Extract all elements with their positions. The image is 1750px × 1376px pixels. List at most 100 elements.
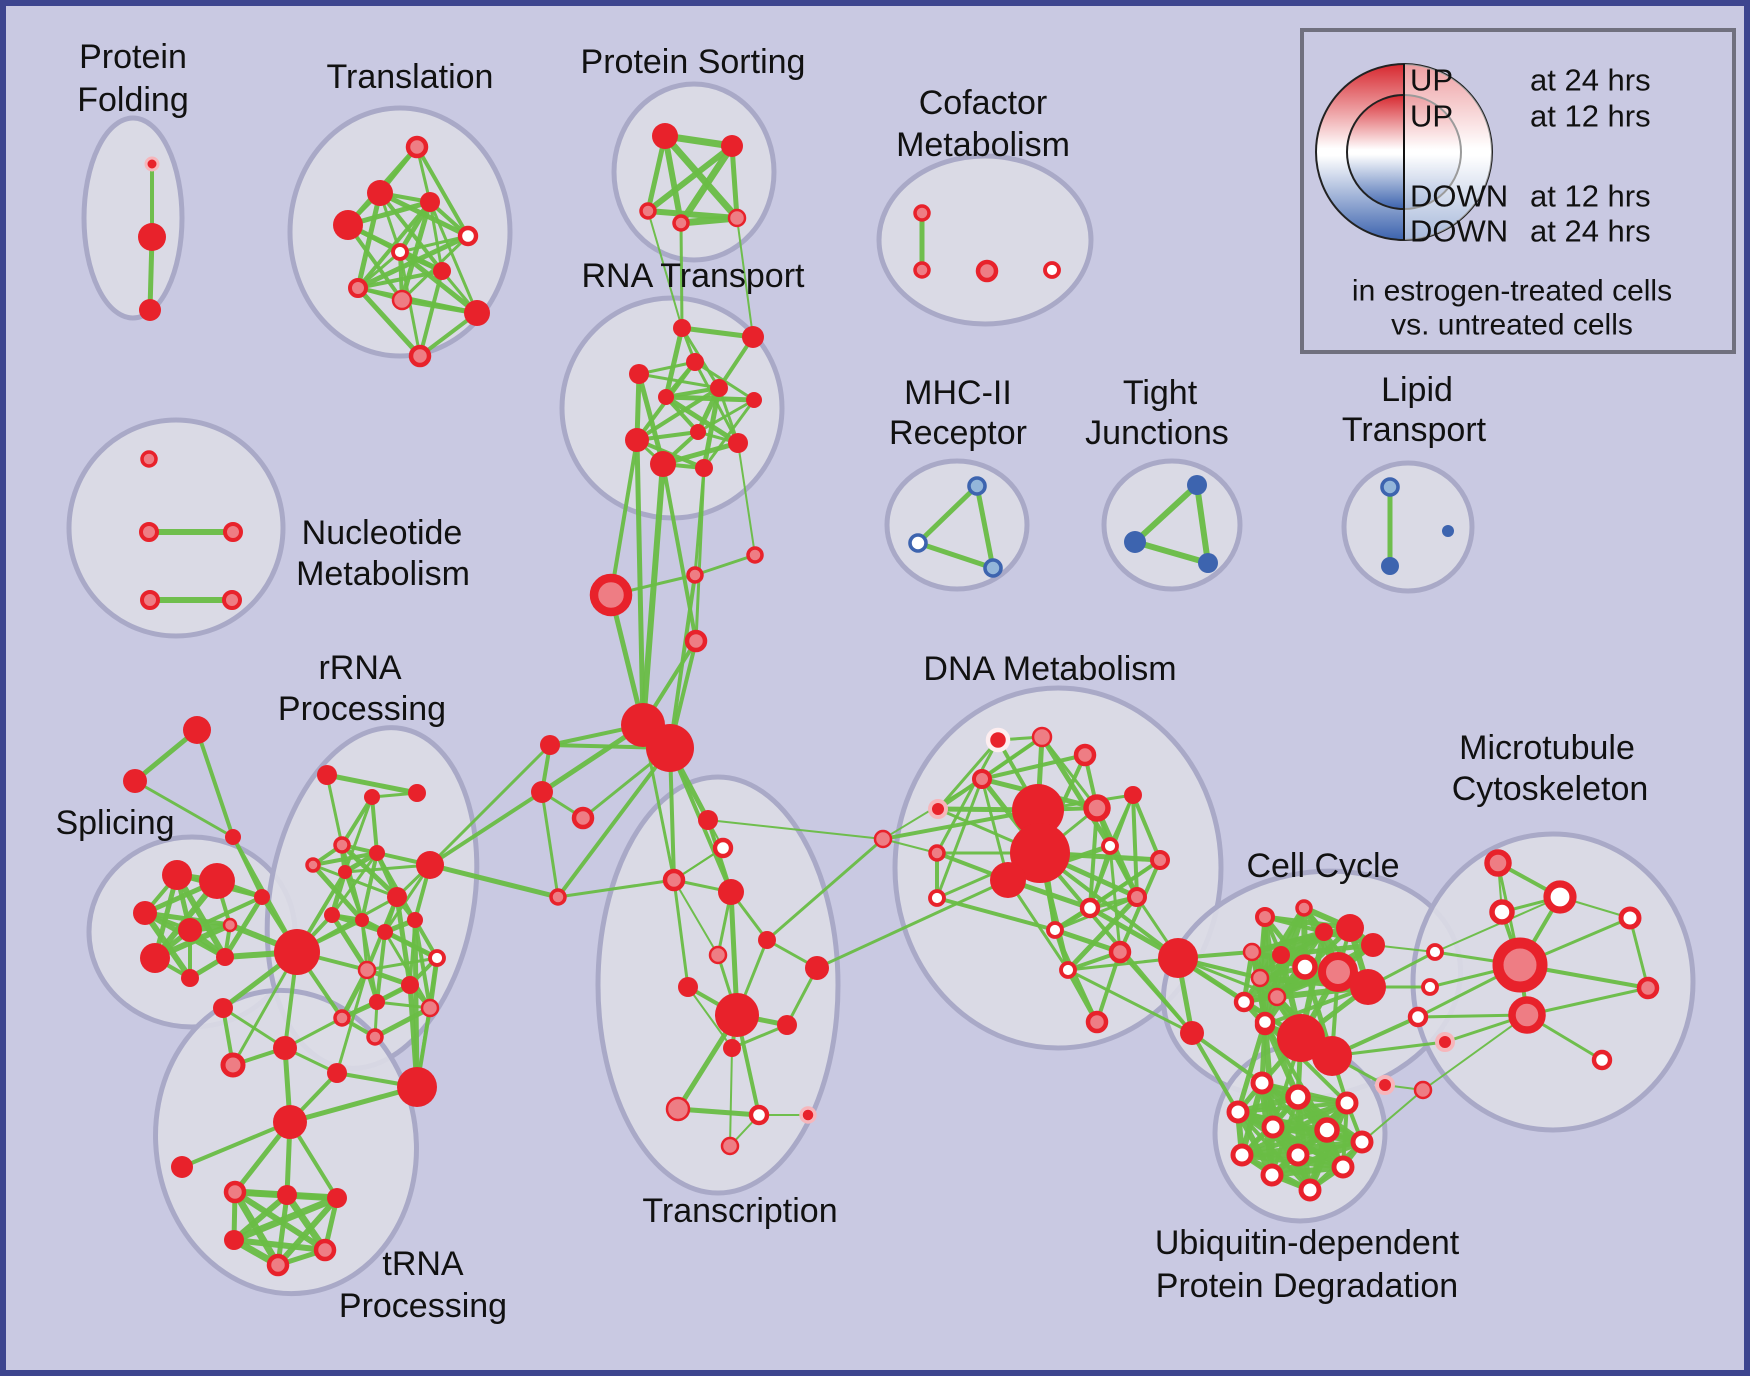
node-cf3: [975, 259, 999, 283]
node-rt2: [742, 326, 764, 348]
edge: [1263, 985, 1370, 1027]
edge: [383, 930, 439, 960]
edge: [645, 143, 735, 214]
node-mt1: [1484, 849, 1512, 877]
legend-direction-1: UP: [1410, 99, 1453, 134]
edge: [356, 269, 444, 290]
edge: [936, 738, 1000, 811]
cluster-ellipse-protein-folding: [81, 115, 185, 321]
node-rt9: [690, 424, 706, 440]
edge: [287, 1084, 420, 1125]
edge: [1190, 1031, 1264, 1085]
node-rt10: [728, 433, 748, 453]
edge: [346, 223, 404, 302]
edge: [1131, 793, 1162, 862]
node-rt6: [710, 379, 728, 397]
cluster-label-ubiquitin-degradation: Protein Degradation: [1156, 1267, 1458, 1305]
node-f3: [225, 829, 241, 845]
node-x3: [662, 868, 686, 892]
cluster-label-microtubule-cytoskeleton: Cytoskeleton: [1452, 770, 1649, 808]
node-bp3: [1413, 1080, 1433, 1100]
node-cc2: [1295, 899, 1313, 917]
node-d22: [1085, 1010, 1109, 1034]
node-tr3: [273, 1036, 297, 1060]
node-r18: [369, 994, 385, 1010]
node-ch3: [589, 573, 633, 617]
node-mt6: [1618, 906, 1642, 930]
node-mt7: [1636, 976, 1660, 1000]
edge: [365, 956, 439, 972]
node-r3: [408, 784, 426, 802]
node-d15: [1079, 897, 1101, 919]
node-rt11: [650, 451, 676, 477]
node-n4: [140, 590, 160, 610]
node-t11: [408, 344, 432, 368]
edge: [556, 878, 676, 899]
labels-layer: Protein Folding Translation Protein Sorting…: [55, 38, 1648, 1325]
cluster-label-nucleotide-metabolism: Nucleotide: [302, 514, 463, 552]
node-t4: [420, 192, 440, 212]
node-s10: [274, 929, 320, 975]
node-rt1: [673, 319, 691, 337]
node-x1: [698, 810, 718, 830]
node-n1: [140, 450, 158, 468]
edge: [694, 466, 706, 643]
edge: [311, 851, 379, 867]
node-t7: [433, 262, 451, 280]
node-d20: [1158, 938, 1198, 978]
legend-direction-3: DOWN: [1410, 214, 1508, 249]
edge: [370, 795, 379, 855]
node-cc6: [1272, 946, 1290, 964]
node-t1: [405, 135, 429, 159]
node-c2: [646, 724, 694, 772]
node-cc4: [1336, 914, 1364, 942]
edge: [677, 214, 741, 227]
edge: [372, 1005, 433, 1040]
edge: [672, 878, 690, 989]
edge: [974, 483, 996, 571]
node-x10: [777, 1015, 797, 1035]
node-cc8: [1361, 933, 1385, 957]
node-tr8: [223, 1180, 247, 1204]
cluster-label-rna-transport: RNA Transport: [582, 257, 806, 295]
node-tj3: [1198, 553, 1218, 573]
cluster-label-trna-processing: tRNA: [382, 1245, 464, 1283]
node-cf2: [913, 261, 931, 279]
edge: [221, 1006, 287, 1050]
edge: [707, 819, 884, 840]
cluster-label-dna-metabolism: DNA Metabolism: [923, 650, 1176, 688]
node-r12: [377, 924, 393, 940]
node-x5: [708, 945, 728, 965]
node-t2: [367, 180, 393, 206]
cluster-label-rrna-processing: rRNA: [318, 649, 401, 687]
edge: [335, 968, 369, 1075]
node-lp2: [1442, 525, 1454, 537]
node-t10: [464, 300, 490, 326]
edge: [1039, 734, 1113, 849]
node-mt3: [1489, 899, 1515, 925]
edge: [634, 437, 646, 728]
cluster-label-tight-junctions: Junctions: [1085, 414, 1229, 452]
node-ps1: [652, 123, 678, 149]
node-tr12: [313, 1238, 337, 1262]
node-lp3: [1381, 557, 1399, 575]
cluster-ellipse-cofactor-metabolism: [876, 153, 1094, 327]
node-r6: [338, 865, 352, 879]
node-ps4: [672, 214, 690, 232]
cluster-label-mhc-ii-receptor: Receptor: [889, 414, 1027, 452]
edge: [324, 772, 420, 796]
edge: [340, 795, 374, 847]
edge: [1269, 1164, 1346, 1178]
edge: [663, 394, 757, 403]
edge: [329, 912, 370, 973]
node-u8: [1230, 1143, 1254, 1167]
node-c6: [549, 888, 567, 906]
edge: [729, 1047, 733, 1147]
edge: [647, 210, 683, 329]
node-bp2: [1375, 1075, 1395, 1095]
legend-caption-0: in estrogen-treated cells: [1352, 275, 1672, 308]
node-cc12: [1233, 991, 1255, 1013]
node-n2: [139, 522, 159, 542]
edge: [340, 843, 432, 867]
edge: [415, 145, 470, 238]
